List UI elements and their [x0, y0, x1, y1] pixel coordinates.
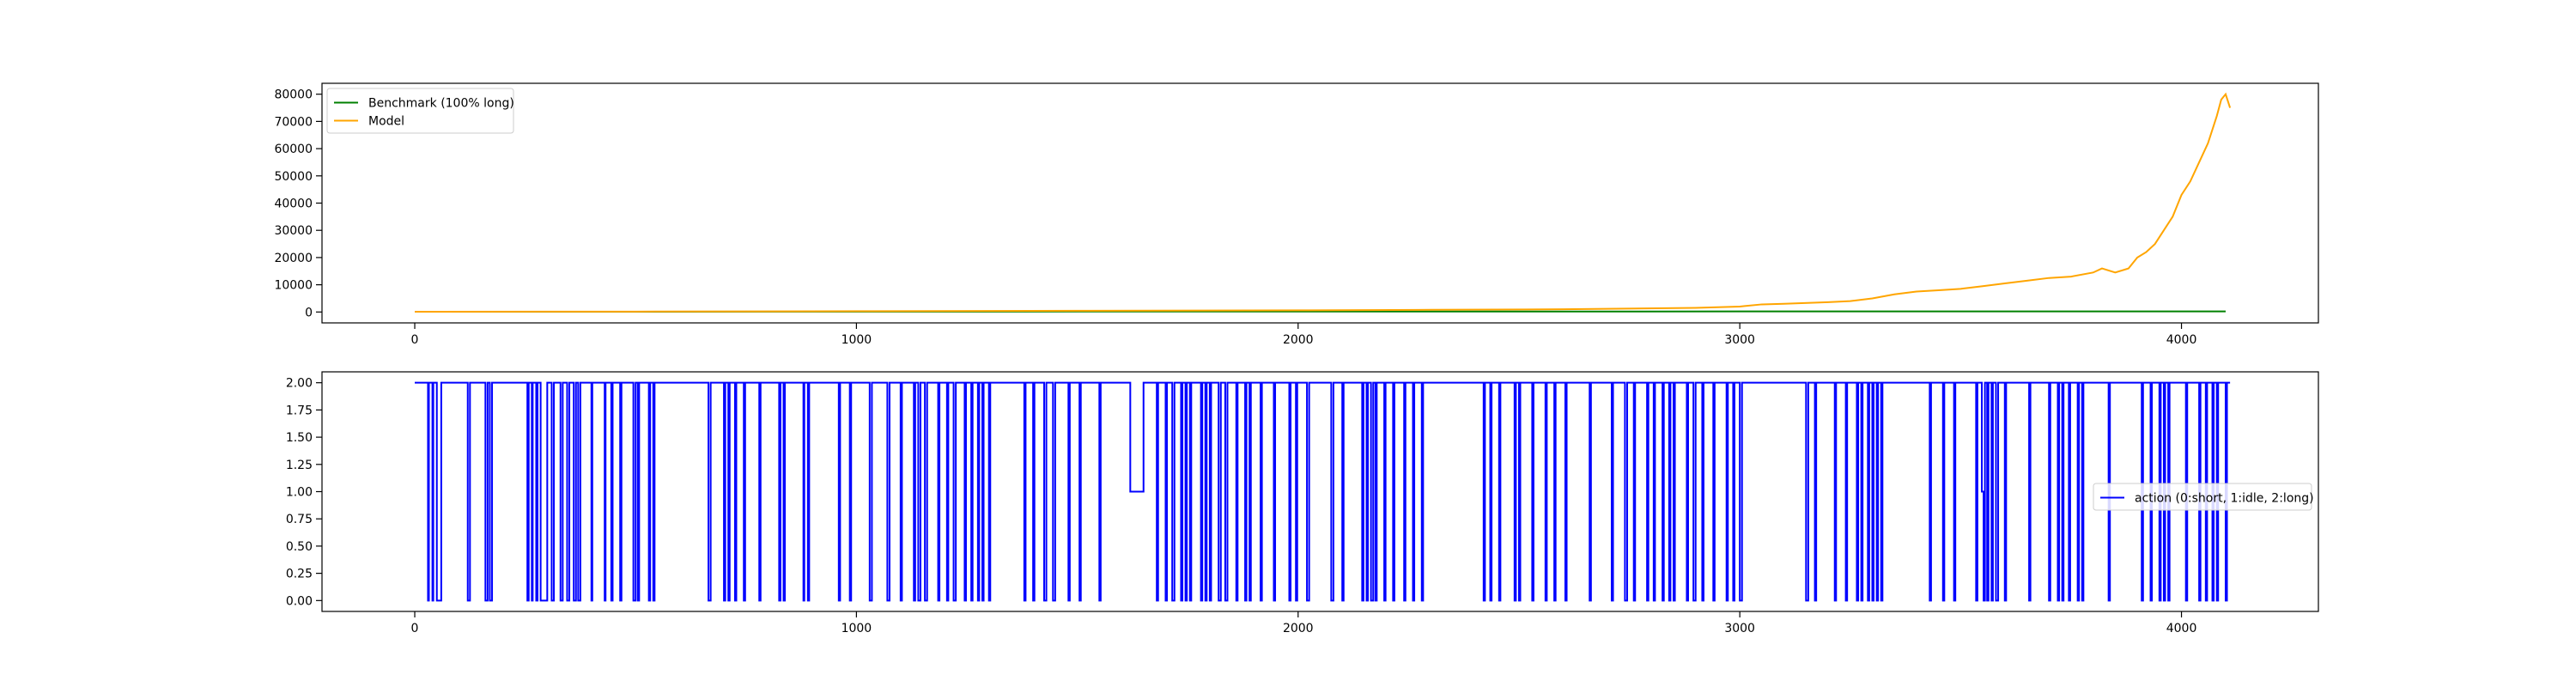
legend-label: action (0:short, 1:idle, 2:long) [2135, 492, 2314, 506]
y-tick-label: 80000 [274, 88, 313, 102]
y-tick-label: 1.75 [286, 404, 313, 417]
y-tick-label: 60000 [274, 143, 313, 156]
y-tick-label: 30000 [274, 224, 313, 238]
y-tick-label: 0.00 [286, 594, 313, 608]
series-line-1 [415, 92, 2232, 313]
legend: action (0:short, 1:idle, 2:long) [2093, 483, 2314, 511]
x-tick-label: 3000 [1724, 622, 1755, 635]
y-tick-label: 50000 [274, 170, 313, 184]
y-tick-label: 40000 [274, 198, 313, 211]
action-axes: 0 1000 2000 3000 4000 0.00 0.25 0.50 0.75 1.00 1.2… [286, 371, 2319, 635]
x-tick-label: 2000 [1283, 333, 1314, 347]
legend-box [326, 88, 514, 134]
y-tick-label: 70000 [274, 115, 313, 129]
y-tick-label: 0.25 [286, 568, 313, 581]
x-tick-label: 4000 [2166, 333, 2197, 347]
y-tick-label: 0.50 [286, 540, 313, 554]
x-tick-label: 4000 [2166, 622, 2197, 635]
series-line-0 [415, 381, 2231, 602]
y-tick-label: 10000 [274, 279, 313, 293]
legend-label: Benchmark (100% long) [368, 97, 514, 111]
y-tick-label: 2.00 [286, 377, 313, 391]
x-tick-label: 2000 [1283, 622, 1314, 635]
y-tick-label: 20000 [274, 252, 313, 265]
x-tick-label: 0 [411, 622, 419, 635]
legend-label: Model [368, 115, 404, 129]
y-tick-label: 1.50 [286, 431, 313, 445]
x-tick-label: 1000 [841, 333, 872, 347]
equity-axes: 0 1000 2000 3000 400001000020000300004000050… [274, 82, 2319, 347]
legend: Benchmark (100% long) Model [326, 88, 514, 134]
legend-box [2093, 483, 2312, 511]
x-tick-label: 3000 [1724, 333, 1755, 347]
x-tick-label: 1000 [841, 622, 872, 635]
x-tick-label: 0 [411, 333, 419, 347]
y-tick-label: 1.25 [286, 459, 313, 472]
y-tick-label: 1.00 [286, 486, 313, 500]
y-tick-label: 0.75 [286, 513, 313, 526]
y-tick-label: 0 [305, 306, 313, 319]
